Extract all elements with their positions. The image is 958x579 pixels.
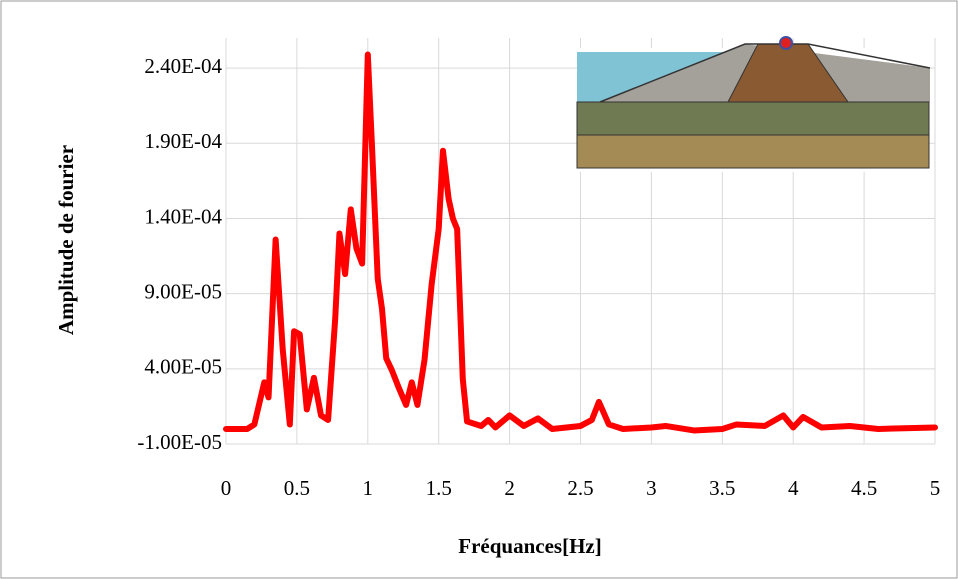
y-tick-label: 2.40E-04: [144, 54, 222, 78]
x-tick-label: 3.5: [709, 476, 735, 500]
x-tick-label: 0: [221, 476, 232, 500]
dam-illustration: [576, 36, 931, 172]
y-tick-label: 1.90E-04: [144, 129, 222, 153]
x-tick-label: 4.5: [851, 476, 877, 500]
x-tick-label: 2.5: [567, 476, 593, 500]
x-tick-label: 1: [363, 476, 374, 500]
x-axis-label: Fréquances[Hz]: [458, 534, 601, 558]
data-line: [223, 51, 938, 434]
y-tick-label: 4.00E-05: [144, 355, 222, 379]
y-tick-label: -1.00E-05: [137, 430, 222, 454]
x-tick-label: 5: [930, 476, 941, 500]
x-tick-label: 1.5: [426, 476, 452, 500]
y-tick-label: 9.00E-05: [144, 279, 222, 303]
x-tick-label: 3: [646, 476, 657, 500]
y-tick-label: 1.40E-04: [144, 204, 222, 228]
x-tick-label: 0.5: [284, 476, 310, 500]
y-axis-label: Amplitude de fourier: [54, 145, 78, 335]
x-tick-label: 4: [788, 476, 799, 500]
x-tick-label: 2: [504, 476, 515, 500]
